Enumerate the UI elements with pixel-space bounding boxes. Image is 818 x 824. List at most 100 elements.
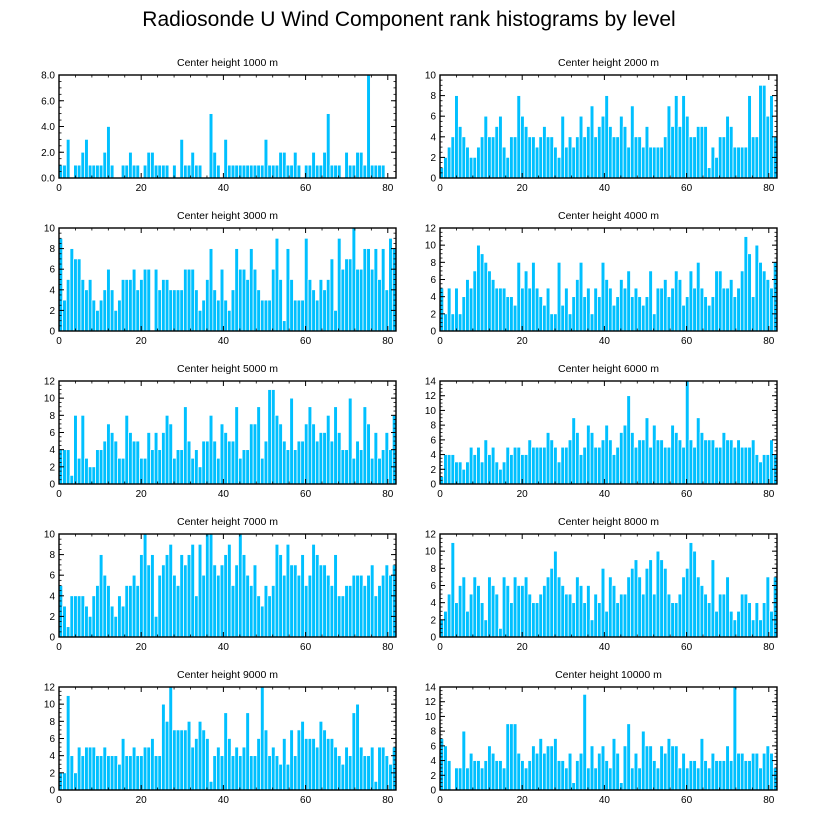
histogram-bar — [271, 746, 276, 791]
histogram-bar — [183, 564, 188, 638]
histogram-bar — [619, 279, 624, 332]
histogram-bar — [91, 299, 96, 332]
histogram-bar — [157, 755, 162, 791]
histogram-bar — [718, 270, 723, 332]
histogram-bar — [567, 752, 573, 791]
histogram-bar — [296, 729, 302, 791]
histogram-bar — [743, 760, 749, 791]
y-tick-label: 10 — [44, 530, 56, 541]
histogram-bar — [260, 299, 265, 332]
histogram-bar — [446, 146, 452, 179]
histogram-bar — [307, 574, 313, 638]
histogram-bar — [747, 602, 752, 638]
histogram-bar — [611, 304, 617, 332]
histogram-bar — [652, 593, 657, 638]
histogram-bar — [135, 289, 140, 332]
panel-title: Center height 7000 m — [177, 516, 278, 528]
histogram-bar — [274, 414, 280, 485]
histogram-bar — [512, 136, 518, 179]
histogram-bar — [725, 115, 730, 179]
histogram-bar — [282, 574, 287, 638]
histogram-bar — [567, 593, 573, 638]
histogram-bar — [120, 279, 126, 332]
histogram-bar — [655, 287, 661, 332]
x-tick-label: 20 — [517, 183, 529, 194]
x-tick-label: 40 — [218, 795, 230, 806]
histogram-bar — [102, 440, 107, 485]
histogram-bar — [263, 440, 269, 485]
histogram-bar — [483, 619, 488, 638]
histogram-bar — [98, 164, 104, 179]
histogram-bar — [80, 414, 85, 485]
histogram-bar — [267, 755, 272, 791]
histogram-bar — [450, 454, 455, 485]
histogram-bar — [626, 576, 631, 638]
histogram-bar — [194, 738, 199, 791]
histogram-bar — [212, 440, 217, 485]
x-tick-label: 0 — [56, 795, 62, 806]
histogram-bar — [384, 289, 390, 332]
histogram-bar — [652, 424, 657, 485]
histogram-bar — [652, 760, 657, 791]
histogram-bar — [571, 296, 576, 332]
histogram-panel: Center height 3000 m 0 20 40 60 80 0 2 4 6 8 10 — [44, 210, 397, 347]
x-tick-label: 40 — [218, 642, 230, 653]
x-tick-label: 40 — [218, 183, 230, 194]
histogram-bar — [260, 457, 265, 485]
histogram-bar — [699, 585, 705, 638]
histogram-bar — [168, 686, 173, 791]
histogram-bar — [578, 261, 584, 332]
histogram-bar — [443, 745, 448, 791]
histogram-bar — [179, 449, 184, 485]
histogram-bar — [674, 432, 679, 485]
x-tick-label: 60 — [300, 642, 312, 653]
x-tick-label: 60 — [681, 642, 693, 653]
y-tick-label: 0 — [49, 480, 55, 491]
histogram-bar — [498, 760, 503, 791]
histogram-bar — [685, 567, 690, 638]
histogram-bar — [512, 723, 518, 791]
histogram-bar — [615, 752, 620, 791]
histogram-bar — [575, 760, 580, 791]
y-tick-label: 8 — [49, 550, 55, 561]
x-tick-label: 0 — [437, 183, 443, 194]
histogram-bar — [135, 440, 140, 485]
histogram-bar — [157, 164, 162, 179]
histogram-bar — [153, 616, 159, 638]
histogram-bar — [461, 296, 466, 332]
histogram-bar — [307, 279, 313, 332]
y-tick-label: 4 — [430, 292, 436, 303]
histogram-bar — [641, 593, 646, 638]
histogram-panel: Center height 1000 m 0 20 40 60 80 0.0 2.0 4.0 6.… — [41, 57, 397, 194]
histogram-bar — [65, 449, 71, 485]
y-tick-label: 8 — [49, 244, 55, 255]
histogram-bar — [751, 752, 756, 791]
histogram-bar — [124, 164, 129, 179]
histogram-bar — [150, 449, 155, 485]
histogram-bar — [216, 164, 221, 179]
histogram-bar — [549, 136, 554, 179]
histogram-bar — [454, 602, 459, 638]
histogram-bar — [487, 136, 492, 179]
histogram-bar — [769, 752, 774, 791]
histogram-bar — [754, 602, 760, 638]
histogram-bar — [472, 454, 477, 485]
histogram-bar — [740, 146, 745, 179]
histogram-bar — [322, 289, 327, 332]
histogram-bar — [164, 279, 170, 332]
histogram-bar — [710, 752, 716, 791]
histogram-bar — [256, 406, 261, 485]
histogram-bar — [212, 564, 217, 638]
histogram-bar — [183, 164, 188, 179]
histogram-bar — [626, 146, 631, 179]
histogram-bar — [593, 136, 598, 179]
histogram-bar — [208, 781, 214, 791]
histogram-bar — [699, 287, 705, 332]
histogram-bar — [454, 95, 459, 179]
histogram-bar — [523, 270, 529, 332]
histogram-bar — [102, 746, 107, 791]
histogram-bar — [747, 253, 752, 332]
y-tick-label: 14 — [425, 683, 437, 694]
histogram-bar — [164, 414, 170, 485]
histogram-bar — [468, 752, 474, 791]
